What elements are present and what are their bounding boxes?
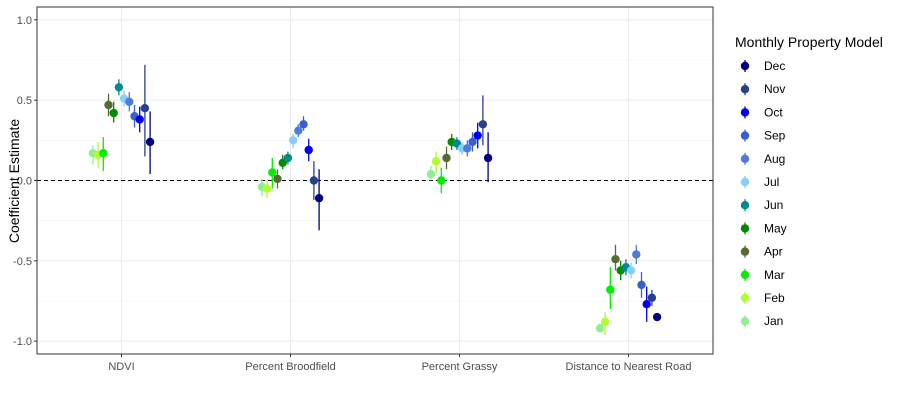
data-point xyxy=(268,168,277,177)
data-point xyxy=(109,108,118,118)
legend-entry-nov: Nov xyxy=(740,82,785,96)
y-tick-label: 0.0 xyxy=(17,176,32,188)
data-point xyxy=(314,193,324,203)
legend-label: Oct xyxy=(764,105,783,119)
data-point xyxy=(431,157,441,166)
data-point xyxy=(299,120,308,129)
data-point xyxy=(606,285,615,294)
legend-entry-feb: Feb xyxy=(740,291,785,305)
legend-label: Mar xyxy=(764,268,785,282)
data-point xyxy=(473,131,482,140)
data-point xyxy=(642,299,651,309)
data-point xyxy=(304,145,313,155)
legend-key-point xyxy=(740,224,750,233)
data-point xyxy=(104,100,113,110)
data-point xyxy=(288,136,298,145)
legend-key-point xyxy=(740,247,750,256)
legend: Monthly Property Model Dec Nov Oct Sep Aug Ju… xyxy=(735,34,883,328)
data-point xyxy=(463,144,472,153)
legend-key-point xyxy=(740,108,750,117)
data-point xyxy=(626,266,636,275)
data-point xyxy=(294,126,303,135)
legend-key-point xyxy=(740,61,750,71)
legend-key-point xyxy=(740,293,750,303)
legend-key-point xyxy=(740,270,750,279)
legend-label: Jul xyxy=(764,175,779,189)
legend-entry-sep: Sep xyxy=(740,129,786,143)
legend-label: Jan xyxy=(764,314,783,328)
data-point xyxy=(468,137,477,147)
legend-label: Feb xyxy=(764,291,785,305)
y-axis: 1.0 0.5 0.0 -0.5 -1.0 xyxy=(13,15,37,348)
data-point xyxy=(145,137,155,147)
legend-label: Apr xyxy=(764,245,783,259)
legend-label: Nov xyxy=(764,82,785,96)
legend-key-point xyxy=(740,131,750,140)
legend-key-point xyxy=(740,85,750,94)
data-marks xyxy=(88,64,662,335)
legend-entry-aug: Aug xyxy=(740,152,785,166)
data-point xyxy=(595,324,605,333)
data-point xyxy=(647,293,657,302)
legend-entry-mar: Mar xyxy=(740,268,785,282)
legend-entry-may: May xyxy=(740,221,787,235)
data-point xyxy=(273,174,282,184)
data-point xyxy=(637,280,646,290)
legend-entry-oct: Oct xyxy=(740,105,783,119)
legend-entry-jun: Jun xyxy=(740,198,783,212)
legend-entry-apr: Apr xyxy=(740,245,783,259)
series-sep xyxy=(130,104,646,298)
series-oct xyxy=(135,106,651,322)
data-point xyxy=(632,250,641,259)
data-point xyxy=(611,255,620,264)
legend-entry-jan: Jan xyxy=(740,314,783,328)
legend-key-point xyxy=(740,154,750,163)
legend-entry-jul: Jul xyxy=(740,175,779,189)
legend-entry-dec: Dec xyxy=(740,59,785,73)
series-apr xyxy=(104,93,620,271)
x-tick-label: Distance to Nearest Road xyxy=(566,361,692,373)
data-point xyxy=(600,317,610,327)
y-tick-label: -1.0 xyxy=(13,336,32,348)
data-point xyxy=(135,115,144,124)
data-point xyxy=(478,120,488,129)
data-point xyxy=(125,97,134,106)
legend-label: Aug xyxy=(764,152,785,166)
y-tick-label: 0.5 xyxy=(17,95,32,107)
legend-key-point xyxy=(740,201,750,210)
series-jan xyxy=(88,145,605,333)
legend-key-point xyxy=(740,177,750,187)
x-tick-label: Percent Grassy xyxy=(422,361,498,373)
data-point xyxy=(283,153,293,163)
data-point xyxy=(437,176,446,185)
x-axis: NDVI Percent Broodfield Percent Grassy Dist… xyxy=(108,354,691,373)
data-point xyxy=(442,153,451,163)
legend-label: May xyxy=(764,221,787,235)
data-point xyxy=(140,104,150,113)
legend-key-point xyxy=(740,317,750,326)
data-point xyxy=(309,176,319,185)
x-tick-label: NDVI xyxy=(108,361,134,373)
legend-title: Monthly Property Model xyxy=(735,34,883,50)
legend-label: Sep xyxy=(764,129,786,143)
data-point xyxy=(652,312,662,322)
y-axis-title: Coefficient Estimate xyxy=(6,119,22,243)
legend-label: Jun xyxy=(764,198,783,212)
series-mar xyxy=(99,137,615,310)
series-dec xyxy=(145,111,662,322)
legend-label: Dec xyxy=(764,59,785,73)
y-tick-label: -0.5 xyxy=(13,256,32,268)
data-point xyxy=(262,184,272,193)
series-aug xyxy=(125,92,641,265)
x-tick-label: Percent Broodfield xyxy=(245,361,336,373)
series-nov xyxy=(140,64,657,306)
data-point xyxy=(426,169,436,179)
data-point xyxy=(99,148,108,158)
data-point xyxy=(483,153,493,163)
data-point xyxy=(114,83,124,92)
y-tick-label: 1.0 xyxy=(17,15,32,27)
